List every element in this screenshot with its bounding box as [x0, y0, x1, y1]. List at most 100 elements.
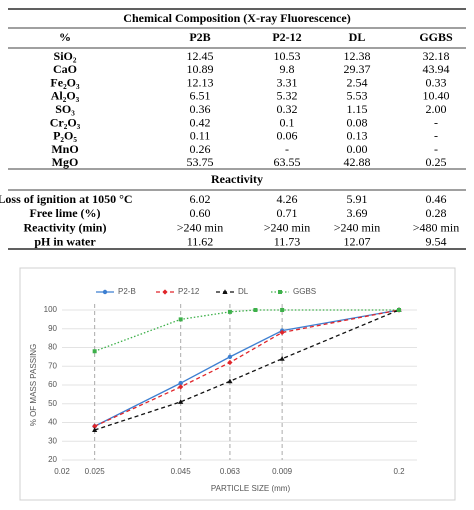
table-cell: 11.62: [187, 235, 214, 249]
marker: [397, 308, 401, 312]
x-axis-label: PARTICLE SIZE (mm): [211, 484, 291, 493]
legend-label: P2-12: [178, 287, 200, 296]
table-cell: 11.73: [274, 235, 301, 249]
row-label: SO₃: [55, 102, 75, 116]
table-cell: 5.53: [347, 89, 368, 103]
y-tick-label: 20: [48, 455, 57, 464]
table-cell: 2.00: [426, 102, 447, 116]
table-cell: 0.71: [277, 206, 298, 220]
legend-label: GGBS: [293, 287, 316, 296]
marker: [178, 399, 184, 404]
x-tick-label: 0.009: [272, 467, 293, 476]
table-cell: 12.38: [344, 49, 371, 63]
table-header: DL: [349, 30, 366, 44]
table-cell: >240 min: [264, 220, 310, 234]
row-label: CaO: [53, 62, 77, 76]
series-line: [94, 309, 399, 352]
marker: [92, 427, 98, 432]
legend-marker: [102, 289, 108, 295]
y-tick-label: 80: [48, 343, 57, 352]
x-tick-label: 0.045: [171, 467, 192, 476]
table-cell: -: [434, 129, 438, 143]
table-cell: 0.60: [190, 206, 211, 220]
row-label: Al₂O₃: [51, 89, 80, 103]
table-cell: 6.51: [190, 89, 211, 103]
marker: [279, 355, 285, 361]
table-cell: 12.13: [187, 75, 214, 89]
table-cell: 63.55: [274, 155, 301, 169]
table-cell: 0.08: [347, 115, 368, 129]
row-label: Free lime (%): [29, 206, 100, 220]
legend-marker: [278, 290, 282, 294]
marker: [178, 380, 183, 386]
row-label: Cr₂O₃: [50, 115, 81, 129]
table-cell: 29.37: [344, 62, 371, 76]
x-tick-label: 0.063: [220, 467, 241, 476]
table-header: %: [59, 30, 71, 44]
table-cell: 10.89: [187, 62, 214, 76]
table-cell: 10.40: [423, 89, 450, 103]
series-line: [94, 309, 400, 427]
table-cell: 0.1: [280, 115, 295, 129]
table-cell: 0.26: [190, 142, 211, 156]
y-tick-label: 90: [48, 324, 57, 333]
legend-marker: [162, 289, 168, 295]
table-cell: 42.88: [344, 155, 371, 169]
marker: [227, 309, 232, 314]
table-cell: >480 min: [413, 220, 459, 234]
x-tick-label: 0.025: [85, 467, 106, 476]
table-cell: 0.00: [347, 142, 368, 156]
y-axis-label: % OF MASS PASSING: [29, 344, 38, 427]
series-line: [94, 309, 400, 431]
table-cell: 0.42: [190, 115, 211, 129]
table-cell: -: [285, 142, 289, 156]
marker: [227, 359, 233, 366]
table-cell: >240 min: [177, 220, 223, 234]
series-line: [94, 309, 400, 427]
row-label: Reactivity (min): [24, 220, 107, 234]
table-cell: 6.02: [190, 192, 211, 206]
table-header: P2B: [189, 30, 210, 44]
table-cell: 0.32: [277, 102, 298, 116]
marker: [227, 354, 233, 360]
table-cell: 0.36: [190, 102, 211, 116]
legend-label: DL: [238, 287, 249, 296]
y-tick-label: 70: [48, 361, 57, 370]
table-cell: 9.54: [426, 235, 447, 249]
table-cell: 3.69: [347, 206, 368, 220]
table-cell: 9.8: [280, 62, 295, 76]
table-cell: 0.28: [426, 206, 447, 220]
table-cell: 43.94: [423, 62, 450, 76]
table-cell: 0.13: [347, 129, 368, 143]
table-header: GGBS: [419, 30, 453, 44]
row-label: Fe₂O₃: [50, 75, 80, 89]
table-cell: 32.18: [423, 49, 450, 63]
marker: [92, 423, 98, 429]
y-tick-label: 50: [48, 399, 57, 408]
table-cell: 12.45: [187, 49, 214, 63]
marker: [227, 378, 233, 384]
table-cell: 0.46: [426, 192, 447, 206]
table-cell: 4.26: [277, 192, 298, 206]
row-label: Loss of ignition at 1050 °C: [0, 192, 133, 206]
table-cell: 0.11: [190, 129, 211, 143]
marker: [178, 384, 184, 390]
marker: [253, 308, 258, 312]
row-label: MnO: [51, 142, 78, 156]
table-cell: 3.31: [277, 75, 298, 89]
marker: [280, 308, 285, 312]
y-tick-label: 40: [48, 418, 57, 427]
legend-label: P2-B: [118, 287, 136, 296]
table-cell: >240 min: [334, 220, 380, 234]
table-cell: -: [434, 115, 438, 129]
table-rules: [8, 8, 466, 250]
chart-frame: [19, 267, 456, 501]
row-label: pH in water: [34, 235, 96, 249]
row-label: P₂O₅: [53, 129, 77, 143]
table-cell: 1.15: [347, 102, 368, 116]
table-cell: 5.91: [347, 192, 368, 206]
section-title: Reactivity: [211, 172, 263, 186]
y-tick-label: 30: [48, 436, 57, 445]
table-cell: 53.75: [187, 155, 214, 169]
table-cell: 0.06: [277, 129, 298, 143]
